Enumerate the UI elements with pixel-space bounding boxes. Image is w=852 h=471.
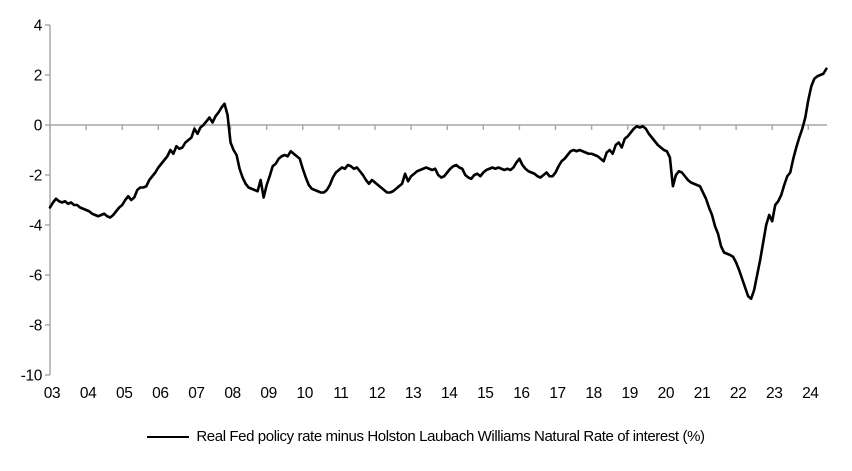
y-axis-tick-label: -4	[29, 218, 43, 235]
y-axis-tick-label: -2	[29, 168, 42, 185]
y-axis-tick-label: -10	[21, 368, 43, 385]
legend-series-label: Real Fed policy rate minus Holston Lauba…	[196, 428, 705, 445]
data-series-line	[48, 67, 828, 301]
x-axis-tick-label: 19	[622, 385, 638, 402]
x-axis-tick-label: 14	[441, 385, 458, 402]
x-axis-tick-label: 24	[802, 385, 819, 402]
x-axis-tick-label: 12	[369, 385, 385, 402]
chart-legend: Real Fed policy rate minus Holston Lauba…	[0, 428, 852, 445]
y-axis-tick-label: 2	[34, 68, 42, 85]
x-axis-tick-label: 20	[658, 385, 675, 402]
x-axis-tick-label: 11	[333, 385, 348, 402]
y-axis-tick-label: 4	[34, 18, 43, 35]
x-axis-tick-label: 04	[80, 385, 97, 402]
x-axis-tick-label: 06	[152, 385, 168, 402]
x-axis-tick-label: 22	[730, 385, 746, 402]
x-axis-tick-label: 08	[224, 385, 240, 402]
x-axis-tick-label: 09	[260, 385, 276, 402]
x-axis-tick-label: 15	[477, 385, 493, 402]
x-axis-tick-label: 18	[585, 385, 601, 402]
y-axis-tick-label: -6	[29, 268, 42, 285]
y-axis-tick-label: -8	[29, 318, 42, 335]
legend-line-swatch-icon	[147, 435, 190, 438]
x-axis-tick-label: 17	[549, 385, 565, 402]
x-axis-tick-label: 16	[513, 385, 529, 402]
x-axis-tick-label: 21	[694, 385, 710, 402]
x-axis-tick-label: 23	[766, 385, 782, 402]
x-axis-tick-label: 05	[116, 385, 132, 402]
x-axis-tick-label: 10	[297, 385, 314, 402]
x-axis-tick-label: 07	[188, 385, 204, 402]
y-axis-tick-label: 0	[34, 118, 43, 135]
x-axis-tick-label: 03	[44, 385, 60, 402]
x-axis-tick-label: 13	[405, 385, 421, 402]
